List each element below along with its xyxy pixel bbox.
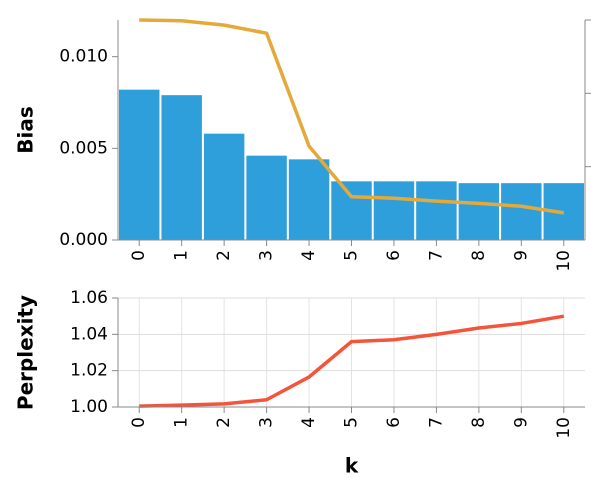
x-tick-label: 4 (299, 417, 319, 428)
y-tick-label: 1.00 (70, 397, 108, 417)
bar (246, 155, 287, 240)
x-tick-label: 8 (469, 417, 489, 428)
x-tick-label: 6 (384, 250, 404, 261)
y-axis-title: Perplexity (14, 295, 38, 410)
x-tick-label: 3 (257, 250, 277, 261)
x-tick-label: 9 (511, 250, 531, 261)
x-tick-label: 10 (554, 250, 574, 272)
x-tick-label: 1 (172, 417, 192, 428)
x-tick-label: 2 (214, 417, 234, 428)
x-tick-label: 3 (257, 417, 277, 428)
x-tick-label: 10 (554, 417, 574, 439)
line (139, 18, 565, 215)
x-tick-label: 7 (426, 250, 446, 261)
y-tick-label: 0.000 (59, 230, 108, 250)
bar (501, 183, 542, 240)
y-tick-label: 1.06 (70, 288, 108, 308)
x-tick-label: 5 (342, 250, 362, 261)
x-tick-label: 0 (129, 417, 149, 428)
bar (331, 181, 372, 240)
x-tick-label: 9 (511, 417, 531, 428)
y-tick-label: 1.02 (70, 361, 108, 381)
bar (203, 133, 245, 240)
y-tick-label: 0.005 (59, 138, 108, 158)
x-tick-label: 0 (129, 250, 149, 261)
x-tick-label: 7 (426, 417, 446, 428)
x-tick-label: 1 (172, 250, 192, 261)
x-tick-label: 2 (214, 250, 234, 261)
line (139, 314, 565, 408)
bar (416, 181, 457, 240)
x-tick-label: 5 (342, 417, 362, 428)
x-axis-title: k (345, 454, 359, 478)
x-tick-label: 6 (384, 417, 404, 428)
y-axis-title: Bias (14, 106, 38, 154)
bar (288, 159, 330, 240)
bar (161, 95, 202, 241)
bar (458, 183, 500, 240)
bar (119, 89, 160, 241)
bar (373, 181, 415, 240)
y-tick-label: 0.010 (59, 47, 108, 67)
x-tick-label: 4 (299, 250, 319, 261)
y-tick-label: 1.04 (70, 324, 108, 344)
x-tick-label: 8 (469, 250, 489, 261)
